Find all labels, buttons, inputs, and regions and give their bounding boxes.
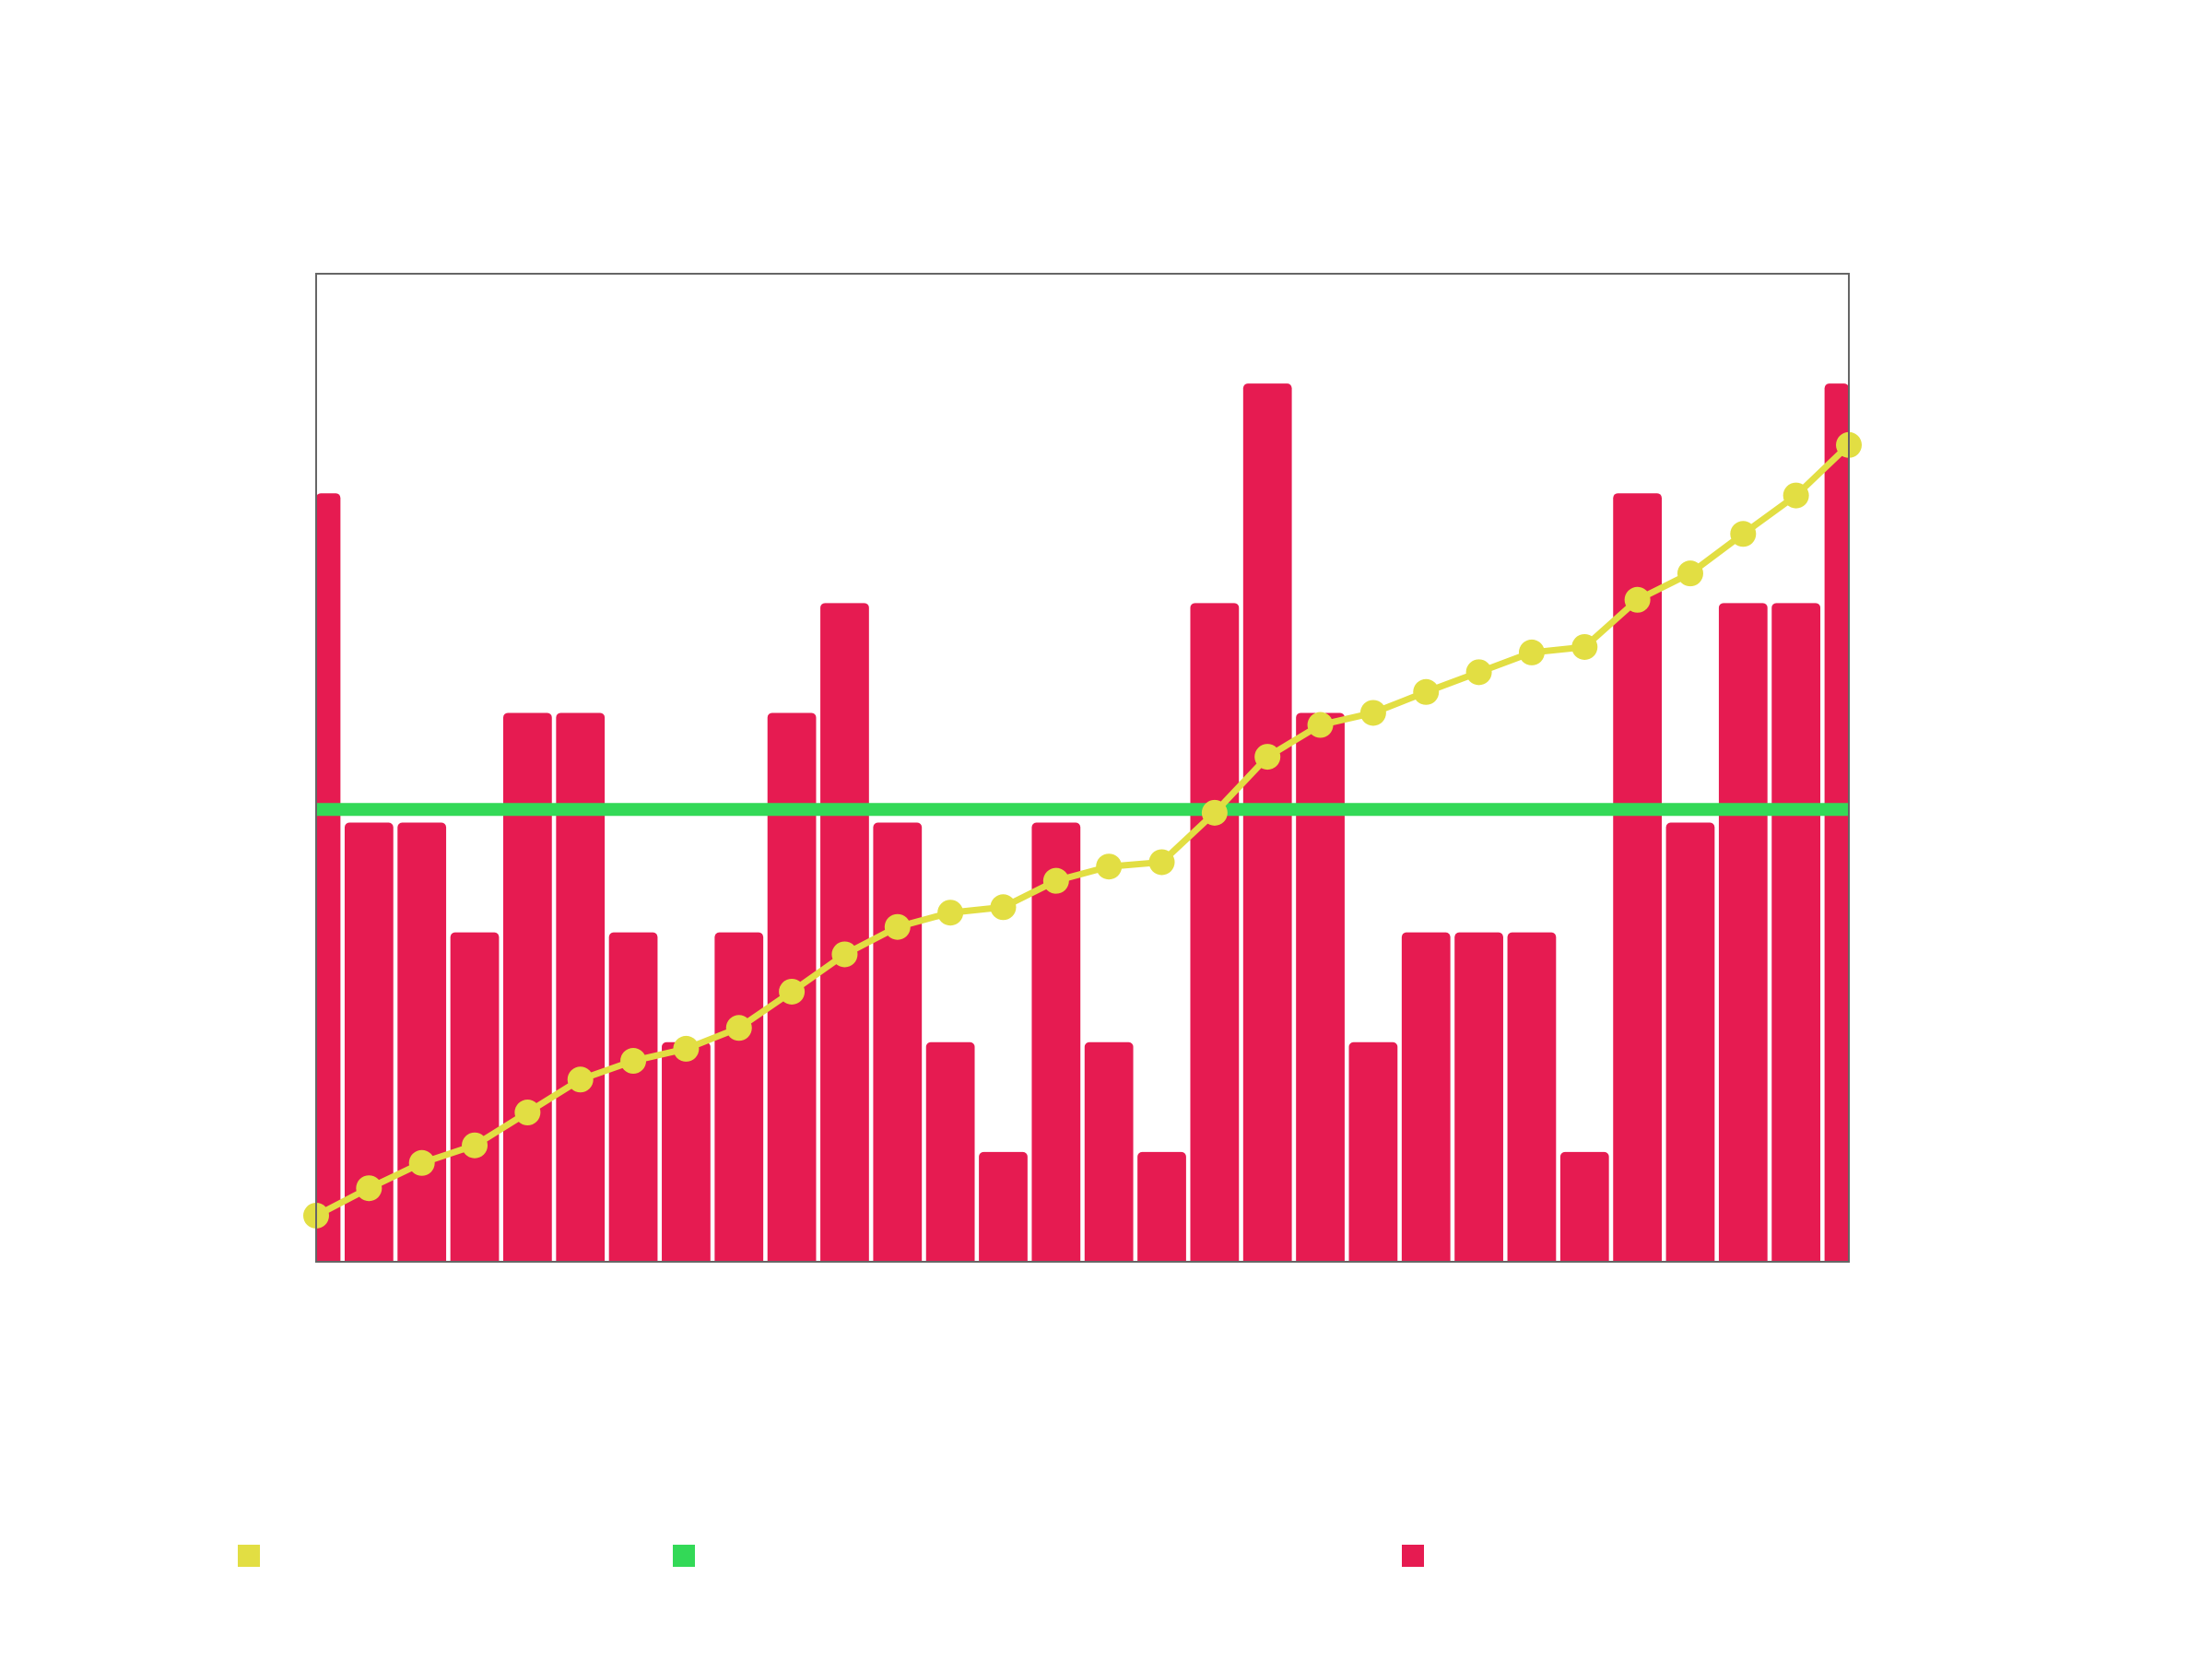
bar-28 — [1719, 603, 1768, 1267]
legend — [0, 1545, 2212, 1582]
line-point-8 — [673, 1036, 699, 1062]
line-point-27 — [1677, 560, 1703, 586]
bar-25 — [1560, 1152, 1609, 1267]
bar-22 — [1402, 933, 1451, 1267]
legend-item-bars — [1402, 1545, 1435, 1567]
line-point-16 — [1096, 853, 1122, 879]
legend-item-line — [238, 1545, 271, 1567]
legend-swatch-bars — [1402, 1545, 1424, 1567]
line-point-21 — [1360, 700, 1386, 725]
bar-21 — [1349, 1042, 1398, 1267]
bar-9 — [714, 933, 763, 1267]
bar-16 — [1085, 1042, 1134, 1267]
bars-layer — [314, 383, 1851, 1272]
line-point-3 — [409, 1150, 435, 1176]
line-point-7 — [620, 1048, 646, 1074]
line-point-28 — [1730, 521, 1756, 547]
line-point-11 — [831, 941, 857, 967]
line-point-9 — [726, 1015, 752, 1041]
bar-11 — [820, 603, 869, 1267]
line-point-24 — [1519, 640, 1545, 665]
line-point-12 — [885, 914, 911, 940]
bar-1 — [316, 493, 340, 1267]
line-point-19 — [1254, 744, 1280, 770]
bar-23 — [1454, 933, 1503, 1267]
line-point-29 — [1783, 483, 1809, 509]
bar-20 — [1296, 712, 1345, 1267]
bar-18 — [1190, 603, 1239, 1267]
line-point-5 — [514, 1100, 540, 1125]
bar-12 — [873, 823, 922, 1267]
bar-5 — [503, 712, 552, 1267]
line-point-15 — [1043, 868, 1069, 894]
bar-27 — [1666, 823, 1715, 1267]
line-point-23 — [1466, 659, 1492, 685]
bar-13 — [926, 1042, 975, 1267]
bar-4 — [451, 933, 500, 1267]
bar-17 — [1137, 1152, 1186, 1267]
line-point-14 — [990, 894, 1016, 920]
line-point-18 — [1202, 800, 1228, 826]
legend-swatch-reference — [673, 1545, 695, 1567]
line-point-13 — [937, 900, 963, 925]
legend-swatch-line — [238, 1545, 260, 1567]
bar-8 — [662, 1042, 711, 1267]
line-point-10 — [779, 979, 805, 1005]
axis-mask — [314, 1263, 1851, 1272]
line-point-4 — [462, 1133, 488, 1159]
bar-3 — [397, 823, 446, 1267]
line-point-22 — [1413, 679, 1439, 705]
line-point-26 — [1625, 587, 1651, 613]
line-point-2 — [356, 1175, 382, 1201]
bar-30 — [1825, 383, 1849, 1267]
line-point-6 — [568, 1066, 594, 1092]
legend-item-reference — [673, 1545, 706, 1567]
bar-6 — [556, 712, 605, 1267]
bar-24 — [1508, 933, 1557, 1267]
line-point-17 — [1149, 849, 1175, 875]
bar-29 — [1771, 603, 1820, 1267]
bar-14 — [979, 1152, 1028, 1267]
line-point-20 — [1308, 712, 1334, 738]
bar-19 — [1243, 383, 1292, 1267]
line-point-25 — [1571, 634, 1597, 660]
bar-7 — [609, 933, 658, 1267]
